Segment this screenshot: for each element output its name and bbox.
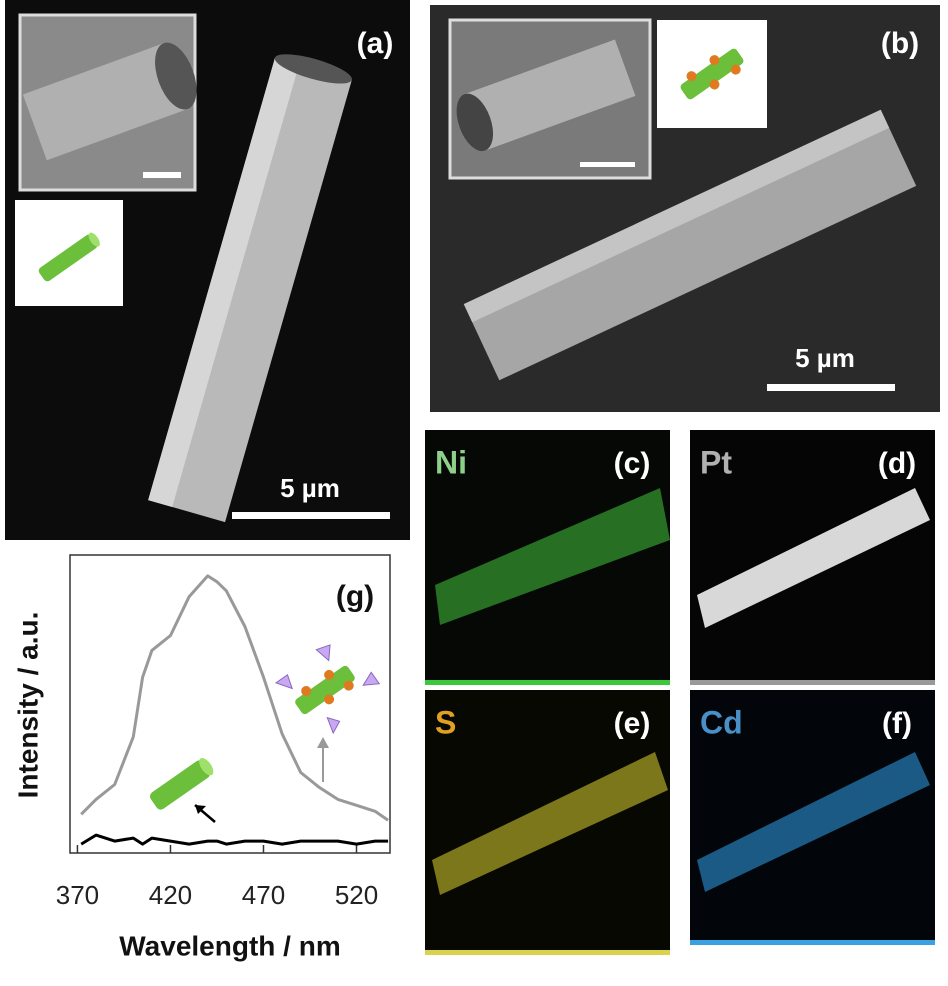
scale-bar-label: 5 µm [280, 473, 340, 503]
panel-d: Pt (d) [690, 430, 935, 685]
element-label: Ni [435, 444, 467, 480]
scale-bar-label: 5 µm [795, 343, 855, 373]
x-tick-label: 470 [242, 880, 285, 910]
panel-c: Ni (c) [425, 430, 670, 685]
bare-tube-icon [150, 757, 214, 810]
panel-label: (e) [614, 707, 651, 740]
scale-bar [232, 512, 390, 519]
element-label: Pt [700, 444, 732, 480]
chart: (g) Wavelength / nm Intensity / a.u. 370… [12, 554, 391, 961]
panel-e: S (e) [425, 690, 670, 955]
x-tick-label: 520 [335, 880, 378, 910]
line-series [80, 574, 389, 822]
panel-label: (d) [878, 447, 916, 480]
plot-frame [69, 554, 391, 854]
line-series [80, 833, 389, 846]
x-tick-label: 420 [149, 880, 192, 910]
panel-label: (f) [882, 707, 912, 740]
tube [148, 54, 352, 523]
element-label: S [435, 704, 456, 740]
scale-bar [767, 384, 895, 391]
panel-label: (b) [881, 27, 919, 60]
element-label: Cd [700, 704, 743, 740]
x-axis-label: Wavelength / nm [119, 930, 340, 961]
decorated-tube-icon [274, 644, 381, 735]
panel-label: (g) [336, 580, 374, 613]
panel-a: (a) 5 µm [5, 0, 410, 540]
y-axis-label: Intensity / a.u. [12, 612, 43, 799]
panel-f: Cd (f) [690, 690, 935, 945]
panel-label: (a) [357, 27, 394, 60]
x-tick-label: 370 [56, 880, 99, 910]
panel-b: (b) 5 µm [430, 5, 940, 412]
panel-label: (c) [614, 447, 651, 480]
